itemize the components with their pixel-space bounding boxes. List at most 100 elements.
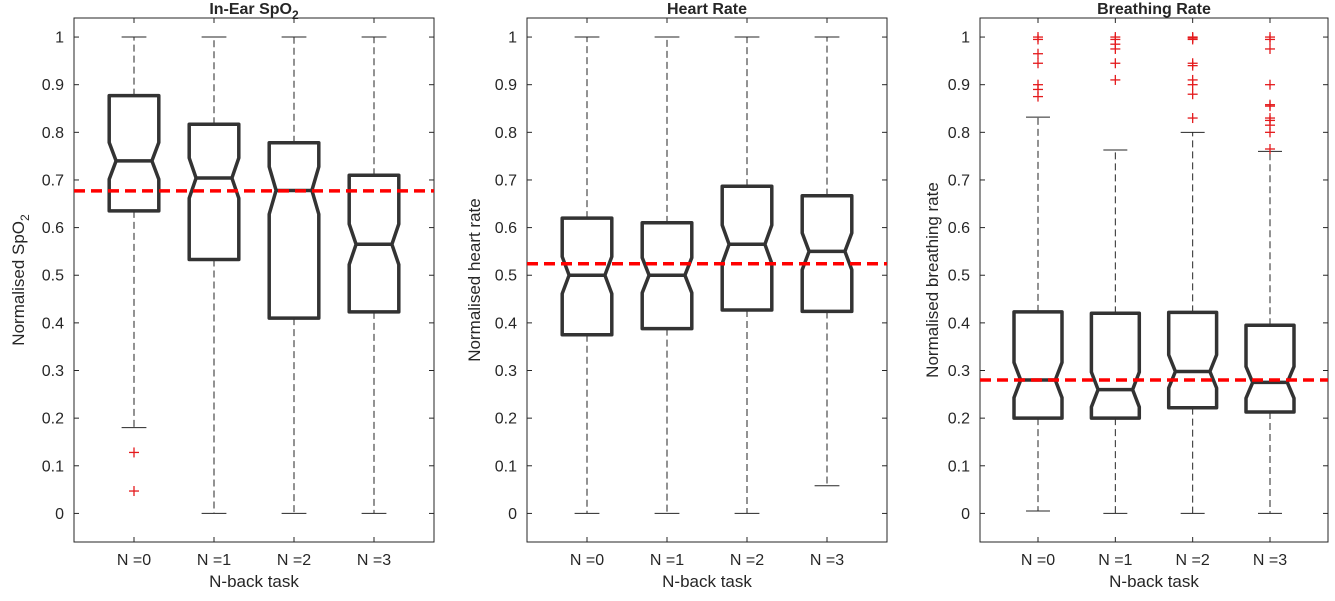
plot-area-frame xyxy=(979,17,1329,543)
y-tick-label: 0.4 xyxy=(42,315,64,332)
box-nnn0 xyxy=(560,36,614,514)
x-tick-label: N =0 xyxy=(1021,552,1055,569)
box-nnn0 xyxy=(1012,32,1064,512)
y-tick-label: 0.6 xyxy=(42,220,64,237)
outlier-marker xyxy=(1187,89,1198,100)
plot-area-frame xyxy=(526,17,888,543)
box-body xyxy=(267,141,321,320)
y-tick-label: 1 xyxy=(55,30,64,47)
y-tick-label: 0.7 xyxy=(495,172,517,189)
outlier-marker xyxy=(1265,79,1275,90)
box-nnn2 xyxy=(720,36,774,514)
y-tick-label: 0.3 xyxy=(948,363,970,380)
y-tick-label: 0 xyxy=(961,506,970,523)
box-body xyxy=(800,193,854,314)
outlier-marker xyxy=(1033,34,1043,45)
y-tick-label: 0 xyxy=(55,506,64,523)
box-body xyxy=(560,216,614,337)
box-nnn1 xyxy=(187,36,241,514)
outlier-marker xyxy=(129,447,139,458)
x-tick-label: N =0 xyxy=(117,552,151,569)
x-tick-label: N =0 xyxy=(570,552,604,569)
y-tick-label: 0.1 xyxy=(948,458,970,475)
y-tick-label: 0.6 xyxy=(495,220,517,237)
outlier-marker xyxy=(1033,48,1043,59)
box-nnn3 xyxy=(800,36,854,487)
outlier-marker xyxy=(1187,34,1198,45)
chart-title: In-Ear SpO2 xyxy=(209,1,299,22)
box-body xyxy=(1089,311,1142,420)
box-nnn2 xyxy=(267,36,321,514)
outlier-marker xyxy=(129,486,139,497)
y-tick-label: 0 xyxy=(508,506,517,523)
y-tick-label: 0.8 xyxy=(495,125,517,142)
y-tick-label: 0.1 xyxy=(42,458,64,475)
outlier-marker xyxy=(1265,43,1275,54)
y-tick-label: 1 xyxy=(508,30,517,47)
chart-title: Breathing Rate xyxy=(1097,1,1211,18)
box-body xyxy=(347,173,401,314)
y-tick-label: 0.2 xyxy=(948,411,970,428)
outlier-marker xyxy=(1033,58,1043,69)
x-tick-label: N =3 xyxy=(357,552,391,569)
box-body xyxy=(1244,323,1296,414)
box-body xyxy=(1166,310,1219,410)
outlier-marker xyxy=(1110,43,1121,54)
outlier-marker xyxy=(1265,127,1275,138)
outlier-marker xyxy=(1187,113,1198,124)
outlier-marker xyxy=(1265,144,1275,154)
x-axis-label: N-back task xyxy=(209,572,299,591)
y-tick-label: 0.9 xyxy=(948,77,970,94)
y-tick-label: 0.5 xyxy=(948,268,970,285)
chart-panel-3: 0 0.1 0.2 0.3 0.4 0.5 0.6 0.7 0.8 0.9 1 N =0 N =1 N =… xyxy=(923,1,1329,591)
plot-area-frame xyxy=(73,17,435,543)
y-tick-label: 0.3 xyxy=(42,363,64,380)
chart-panel-2: 0 0.1 0.2 0.3 0.4 0.5 0.6 0.7 0.8 0.9 1 N =0 N =1 N =… xyxy=(465,1,888,591)
x-tick-label: N =2 xyxy=(1176,552,1210,569)
box-body xyxy=(1012,310,1064,420)
y-tick-label: 0.8 xyxy=(42,125,64,142)
outlier-marker xyxy=(1110,58,1121,69)
x-tick-label: N =2 xyxy=(277,552,311,569)
y-tick-label: 0.3 xyxy=(495,363,517,380)
box-body xyxy=(187,122,241,262)
y-axis-label: Normalised SpO2 xyxy=(9,214,32,346)
box-nnn1 xyxy=(1089,32,1142,514)
box-body xyxy=(720,184,774,312)
y-tick-label: 0.6 xyxy=(948,220,970,237)
x-tick-label: N =1 xyxy=(1098,552,1132,569)
y-axis-label: Normalised breathing rate xyxy=(923,182,942,378)
outlier-marker xyxy=(1265,34,1275,45)
box-nnn0 xyxy=(107,36,161,497)
y-tick-label: 1 xyxy=(961,30,970,47)
y-tick-label: 0.4 xyxy=(495,315,517,332)
x-tick-label: N =3 xyxy=(1253,552,1287,569)
y-tick-label: 0.7 xyxy=(948,172,970,189)
box-nnn2 xyxy=(1166,32,1219,514)
box-nnn3 xyxy=(347,36,401,514)
outlier-marker xyxy=(1187,79,1198,90)
y-tick-label: 0.9 xyxy=(495,77,517,94)
outlier-marker xyxy=(1187,60,1198,71)
y-tick-label: 0.7 xyxy=(42,172,64,189)
chart-title: Heart Rate xyxy=(667,1,747,18)
box-body xyxy=(107,93,161,213)
box-nnn1 xyxy=(640,36,694,514)
x-tick-label: N =2 xyxy=(730,552,764,569)
x-tick-label: N =1 xyxy=(197,552,231,569)
y-axis-label: Normalised heart rate xyxy=(465,198,484,361)
y-tick-label: 0.9 xyxy=(42,77,64,94)
x-axis-label: N-back task xyxy=(1109,572,1199,591)
y-tick-label: 0.8 xyxy=(948,125,970,142)
y-tick-label: 0.2 xyxy=(42,411,64,428)
chart-panel-1: 0 0.1 0.2 0.3 0.4 0.5 0.6 0.7 0.8 0.9 1 N =0 N =1 N =… xyxy=(9,1,435,591)
x-axis-label: N-back task xyxy=(662,572,752,591)
y-tick-label: 0.5 xyxy=(42,268,64,285)
outlier-marker xyxy=(1033,91,1043,102)
box-nnn3 xyxy=(1244,32,1296,514)
outlier-marker xyxy=(1110,74,1121,85)
y-tick-label: 0.4 xyxy=(948,315,970,332)
x-tick-label: N =1 xyxy=(650,552,684,569)
y-tick-label: 0.5 xyxy=(495,268,517,285)
